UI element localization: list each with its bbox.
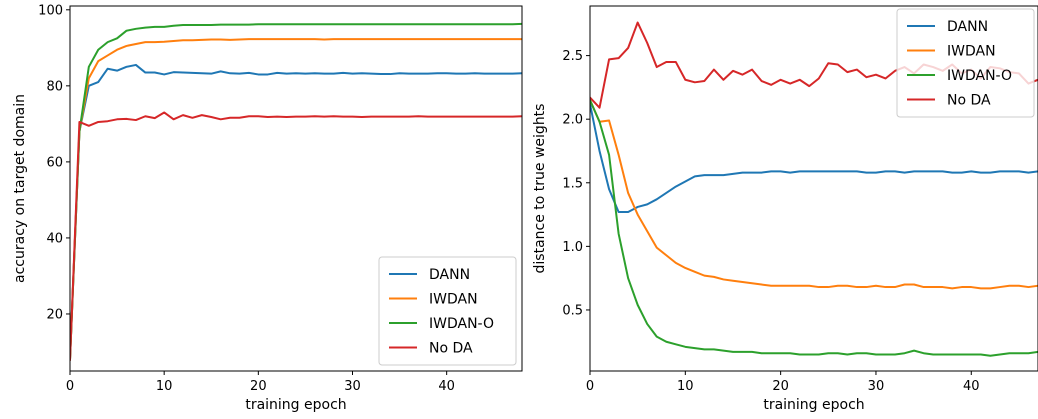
legend-box (896, 8, 1035, 118)
series-lines (70, 22, 522, 361)
series-line-iwdan (590, 98, 1038, 290)
x-tick-label: 10 (677, 379, 694, 394)
y-axis-label: distance to true weights (532, 104, 548, 274)
x-tick-label: 30 (868, 379, 885, 394)
legend-box (378, 256, 517, 366)
y-tick-label: 0.5 (562, 303, 583, 318)
legend-label: DANN (429, 267, 470, 283)
y-tick-label: 60 (46, 155, 63, 170)
legend-label: IWDAN (429, 292, 478, 308)
series-line-dann (590, 102, 1038, 214)
legend-label: No DA (429, 341, 473, 357)
x-axis-label: training epoch (763, 397, 864, 413)
series-line-dann (70, 63, 522, 361)
x-tick-label: 20 (772, 379, 789, 394)
y-tick-label: 20 (46, 307, 63, 322)
series-line-iwdan (70, 38, 522, 361)
y-tick-label: 2.0 (562, 113, 583, 128)
legend-label: IWDAN-O (429, 316, 494, 332)
legend: DANN IWDAN IWDAN-O No DA (378, 256, 517, 366)
axes-frame (69, 5, 523, 372)
series-line-iwdan-o (590, 98, 1038, 357)
legend-label: IWDAN-O (947, 68, 1012, 84)
x-tick-label: 40 (438, 379, 455, 394)
y-tick-label: 1.0 (562, 240, 583, 255)
x-tick-label: 30 (344, 379, 361, 394)
x-tick-label: 10 (156, 379, 173, 394)
series-line-no-da (70, 111, 522, 361)
y-tick-label: 40 (46, 231, 63, 246)
distance-chart: 0 10 20 30 40 0.5 1.0 1.5 2.0 2.5 training epoch di… (532, 5, 1038, 413)
legend: DANN IWDAN IWDAN-O No DA (896, 8, 1035, 118)
y-axis-label: accuracy on target domain (12, 94, 28, 283)
y-tick-label: 100 (38, 3, 63, 18)
y-tick-label: 2.5 (562, 49, 583, 64)
legend-label: DANN (947, 19, 988, 35)
x-axis-label: training epoch (245, 397, 346, 413)
legend-label: IWDAN (947, 44, 996, 60)
axes-frame (589, 5, 1038, 372)
x-tick-label: 0 (586, 379, 594, 394)
x-tick-label: 0 (66, 379, 74, 394)
y-tick-label: 80 (46, 79, 63, 94)
x-tick-label: 40 (963, 379, 980, 394)
series-line-iwdan-o (70, 22, 522, 361)
x-tick-label: 20 (250, 379, 267, 394)
y-tick-label: 1.5 (562, 176, 583, 191)
accuracy-chart: 0 10 20 30 40 20 40 60 80 100 training epoch accura… (12, 3, 523, 413)
legend-label: No DA (947, 93, 991, 109)
